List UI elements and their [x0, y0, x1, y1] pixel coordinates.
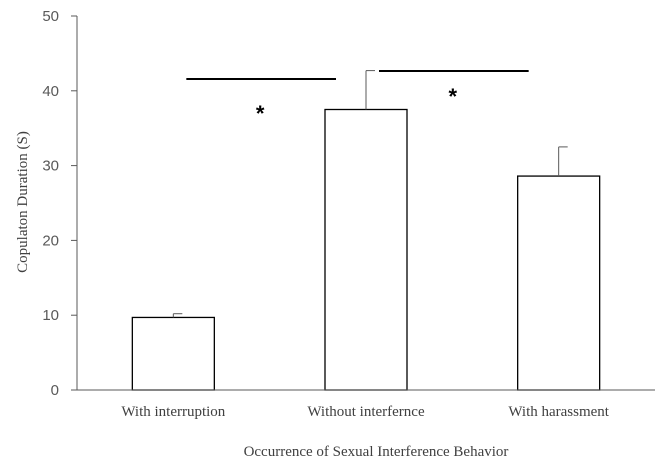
y-axis-ticks: 0 10 20 30 40 50: [42, 8, 77, 399]
x-tick-label: With interruption: [121, 404, 225, 420]
y-tick-label: 20: [42, 232, 59, 249]
x-axis-title: Occurrence of Sexual Interference Behavi…: [244, 444, 509, 460]
y-tick-label: 10: [42, 307, 59, 324]
y-tick-label: 30: [42, 158, 59, 175]
bar: [517, 175, 601, 391]
bars: [131, 108, 601, 391]
significance-label: *: [449, 84, 458, 109]
bar: [324, 108, 408, 391]
x-tick-label: Without interfernce: [307, 404, 425, 420]
significance-label: *: [256, 101, 265, 126]
error-bars: [172, 70, 568, 318]
x-axis-category-labels: With interruption Without interfernce With…: [121, 404, 609, 420]
bar: [131, 316, 215, 391]
y-tick-label: 50: [42, 8, 59, 25]
x-tick-label: With harassment: [508, 404, 609, 420]
y-axis-title: Copulaton Duration (S): [15, 131, 31, 273]
y-tick-label: 40: [42, 83, 59, 100]
significance-markers: **: [186, 70, 529, 126]
y-tick-label: 0: [51, 382, 59, 399]
